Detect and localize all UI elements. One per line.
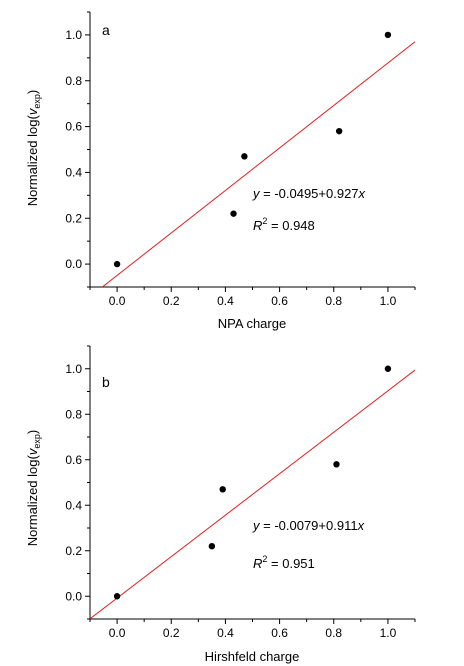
y-tick-label: 0.8 [65,407,82,421]
y-tick-label: 0.6 [65,120,82,134]
fit-line [101,41,415,287]
fit-line [90,369,415,619]
y-tick-label: 1.0 [65,28,82,42]
data-point [384,365,392,372]
y-tick-label: 0.4 [65,498,82,512]
x-tick-label: 0.0 [109,294,126,308]
y-tick-label: 0.0 [65,589,82,603]
plot-area-a: 0.0 0.2 0.4 0.6 0.8 1.0 0.0 0.2 0.4 0.6 0.8 1.0 [65,11,416,308]
y-tick-label: 0.0 [65,257,82,271]
data-point [219,486,226,493]
panel-a-equation: y = -0.0495+0.927x [252,186,366,201]
x-tick-label: 0.0 [109,626,126,640]
panel-b-y-axis-title: Normalized log(vexp) [25,430,42,546]
x-tick-label: 0.8 [325,626,342,640]
x-tick-label: 0.4 [217,626,234,640]
plot-area-b: 0.0 0.2 0.4 0.6 0.8 1.0 0.0 0.2 0.4 0.6 0.8 1.0 [65,345,416,640]
panel-b-x-axis-title: Hirshfeld charge [205,649,300,664]
y-tick-label: 0.2 [65,211,82,225]
x-tick-label: 0.4 [217,294,234,308]
panel-a-y-axis-title: Normalized log(vexp) [25,90,42,206]
x-tick-label: 1.0 [380,294,397,308]
panel-a: 0.0 0.2 0.4 0.6 0.8 1.0 0.0 0.2 0.4 0.6 0.8 1.0 a y… [25,11,416,331]
y-tick-label: 0.4 [65,165,82,179]
panel-a-label: a [102,22,110,38]
data-point [208,543,216,550]
y-tick-label: 0.2 [65,544,82,558]
x-tick-label: 0.2 [163,294,180,308]
x-tick-label: 0.6 [271,294,288,308]
data-point [230,210,237,217]
panel-b-label: b [102,374,110,390]
data-point [333,461,340,468]
y-tick-label: 0.6 [65,453,82,467]
panel-b-r-squared: R2 = 0.951 [253,554,315,571]
data-point [113,593,121,600]
panel-b: 0.0 0.2 0.4 0.6 0.8 1.0 0.0 0.2 0.4 0.6 0.8 1.0 b y… [25,345,416,664]
data-point [113,260,121,268]
data-point [384,31,392,39]
y-tick-label: 1.0 [65,362,82,376]
panel-a-x-axis-title: NPA charge [218,316,286,331]
y-tick-label: 0.8 [65,74,82,88]
data-point [335,127,343,135]
data-point [241,153,248,160]
x-tick-label: 0.2 [163,626,180,640]
panel-b-equation: y = -0.0079+0.911x [252,518,365,533]
x-tick-label: 0.8 [325,294,342,308]
x-tick-label: 1.0 [380,626,397,640]
panel-a-r-squared: R2 = 0.948 [253,216,315,233]
x-tick-label: 0.6 [271,626,288,640]
